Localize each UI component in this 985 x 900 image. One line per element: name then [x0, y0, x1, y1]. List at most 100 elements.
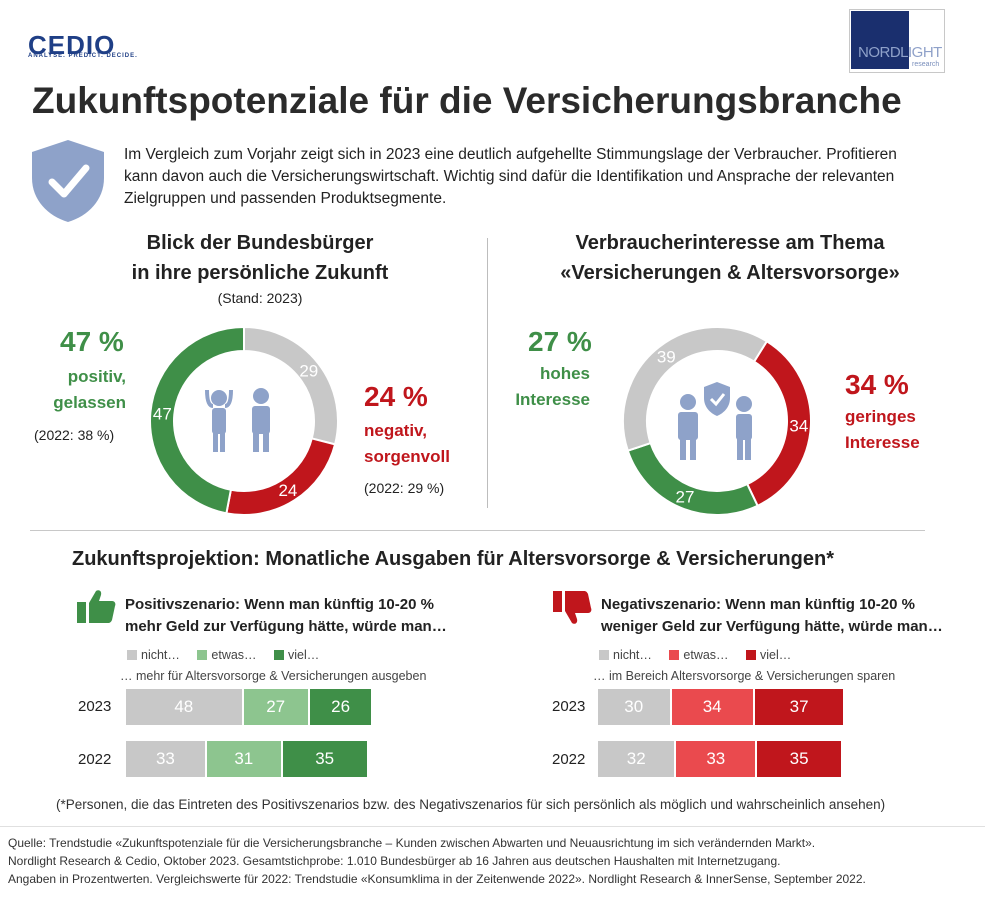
bar-segment: 37 — [754, 689, 846, 725]
cedio-logo: CEDIO — [28, 30, 116, 60]
high-interest-label: hohes Interesse — [490, 361, 590, 413]
positive-percent: 47 % — [60, 326, 124, 357]
donut-slice-label: 47 — [153, 404, 172, 423]
left-title-line2: in ihre persönliche Zukunft — [131, 262, 389, 284]
positive-caption: … mehr für Altersvorsorge & Versicherung… — [120, 669, 427, 683]
donut-slice — [622, 326, 769, 452]
right-panel-title: Verbraucherinteresse am Thema «Versicher… — [520, 228, 940, 288]
high-interest-percent: 27 % — [528, 326, 592, 357]
year-label: 2022 — [78, 751, 112, 768]
bar-segment: 33 — [126, 741, 207, 777]
legend-label: viel… — [760, 648, 792, 662]
low-interest-label: geringes Interesse — [845, 404, 920, 456]
negative-label-line1: negativ, — [364, 421, 427, 440]
bar-segment: 32 — [598, 741, 677, 777]
worried-person-icon — [252, 388, 270, 452]
negative-heading-line1: Negativszenario: Wenn man künftig 10-20 … — [601, 596, 915, 613]
left-panel-title: Blick der Bundesbürger in ihre persönlic… — [80, 228, 440, 288]
year-label: 2022 — [552, 751, 586, 768]
thumbs-up-icon — [77, 590, 116, 623]
intro-text: Im Vergleich zum Vorjahr zeigt sich in 2… — [124, 146, 897, 207]
shield-check-icon — [32, 140, 104, 222]
positive-label-line2: gelassen — [53, 393, 126, 412]
nordlight-logo-text: NORDLIGHT — [858, 44, 942, 61]
legend-label: nicht… — [141, 648, 180, 662]
legend-item-nicht: nicht… — [127, 648, 180, 662]
positive-scenario-heading: Positivszenario: Wenn man künftig 10-20 … — [125, 594, 447, 638]
legend-item-viel: viel… — [274, 648, 319, 662]
source-line: Angaben in Prozentwerten. Vergleichswert… — [8, 872, 866, 886]
negative-percent: 24 % — [364, 381, 428, 412]
disinterested-person-icon — [736, 396, 752, 460]
negative-caption: … im Bereich Altersvorsorge & Versicheru… — [593, 669, 896, 683]
donut-slice-label: 27 — [675, 487, 694, 506]
donut-slice — [149, 326, 245, 515]
bar-segment: 35 — [282, 741, 369, 777]
legend-swatch — [127, 650, 137, 660]
donut-slice-label: 39 — [657, 348, 676, 367]
donut-slice-label: 24 — [278, 481, 297, 500]
negative-bar-2022: 32 33 35 — [598, 741, 843, 777]
insurance-shield-icon — [704, 382, 730, 416]
legend-item-nicht: nicht… — [599, 648, 652, 662]
stand-label: (Stand: 2023) — [217, 290, 303, 306]
source-line: Nordlight Research & Cedio, Oktober 2023… — [8, 854, 781, 868]
bar-segment: 48 — [126, 689, 244, 725]
legend-label: etwas… — [211, 648, 257, 662]
source-text: Quelle: Trendstudie «Zukunftspotenziale … — [8, 834, 866, 888]
bar-segment: 33 — [676, 741, 758, 777]
donut-slice-label: 34 — [789, 417, 808, 436]
future-outlook-donut: 29 24 47 — [149, 326, 339, 516]
donut-slice — [225, 437, 337, 516]
interest-donut: 34 27 39 — [622, 326, 812, 516]
thumbs-down-icon — [553, 591, 592, 624]
legend-item-etwas: etwas… — [669, 648, 729, 662]
legend-swatch — [746, 650, 757, 660]
positive-heading-line1: Positivszenario: Wenn man künftig 10-20 … — [125, 596, 434, 613]
legend-swatch — [669, 650, 680, 660]
projection-title: Zukunftsprojektion: Monatliche Ausgaben … — [72, 548, 834, 570]
negative-bar-2023: 30 34 37 — [598, 689, 846, 725]
low-interest-percent: 34 % — [845, 369, 909, 400]
low-interest-line1: geringes — [845, 407, 916, 426]
left-title-line1: Blick der Bundesbürger — [146, 232, 374, 254]
bar-segment: 30 — [598, 689, 672, 725]
year-label: 2023 — [78, 698, 112, 715]
high-interest-line1: hohes — [539, 364, 590, 383]
negative-heading-line2: weniger Geld zur Verfügung hätte, würde … — [601, 618, 943, 635]
high-interest-line2: Interesse — [515, 390, 590, 409]
source-line: Quelle: Trendstudie «Zukunftspotenziale … — [8, 836, 816, 850]
positive-bar-2023: 48 27 26 — [126, 689, 374, 725]
bar-segment: 34 — [671, 689, 755, 725]
negative-label-line2: sorgenvoll — [364, 447, 450, 466]
legend-item-etwas: etwas… — [197, 648, 257, 662]
positive-heading-line2: mehr Geld zur Verfügung hätte, würde man… — [125, 618, 447, 635]
negative-prev: (2022: 29 %) — [364, 480, 445, 496]
legend-swatch — [274, 650, 285, 660]
relaxed-person-icon — [205, 389, 233, 452]
bar-segment: 27 — [243, 689, 310, 725]
footnote: (*Personen, die das Eintreten des Positi… — [56, 797, 886, 812]
positive-bar-2022: 33 31 35 — [126, 741, 369, 777]
negative-scenario-heading: Negativszenario: Wenn man künftig 10-20 … — [601, 594, 943, 638]
bar-segment: 35 — [757, 741, 843, 777]
bar-segment: 26 — [309, 689, 374, 725]
positive-prev: (2022: 38 %) — [34, 427, 115, 443]
right-title-line2: «Versicherungen & Altersvorsorge» — [560, 262, 900, 284]
negative-legend: nicht… etwas… viel… — [599, 648, 791, 662]
legend-item-viel: viel… — [746, 648, 791, 662]
cedio-tagline: ANALYSE. PREDICT. DECIDE. — [28, 53, 138, 59]
positive-label-line1: positiv, — [67, 367, 126, 386]
legend-label: nicht… — [613, 648, 652, 662]
right-title-line1: Verbraucherinteresse am Thema — [575, 232, 885, 254]
legend-swatch — [197, 650, 208, 660]
positive-label: positiv, gelassen — [30, 364, 126, 416]
panel-divider — [487, 238, 488, 508]
page-title: Zukunftspotenziale für die Versicherungs… — [32, 80, 902, 121]
legend-swatch — [599, 650, 609, 660]
year-label: 2023 — [552, 698, 586, 715]
negative-label: negativ, sorgenvoll — [364, 418, 450, 470]
source-divider — [0, 826, 985, 827]
interested-person-icon — [678, 394, 698, 460]
section-divider — [30, 530, 925, 531]
